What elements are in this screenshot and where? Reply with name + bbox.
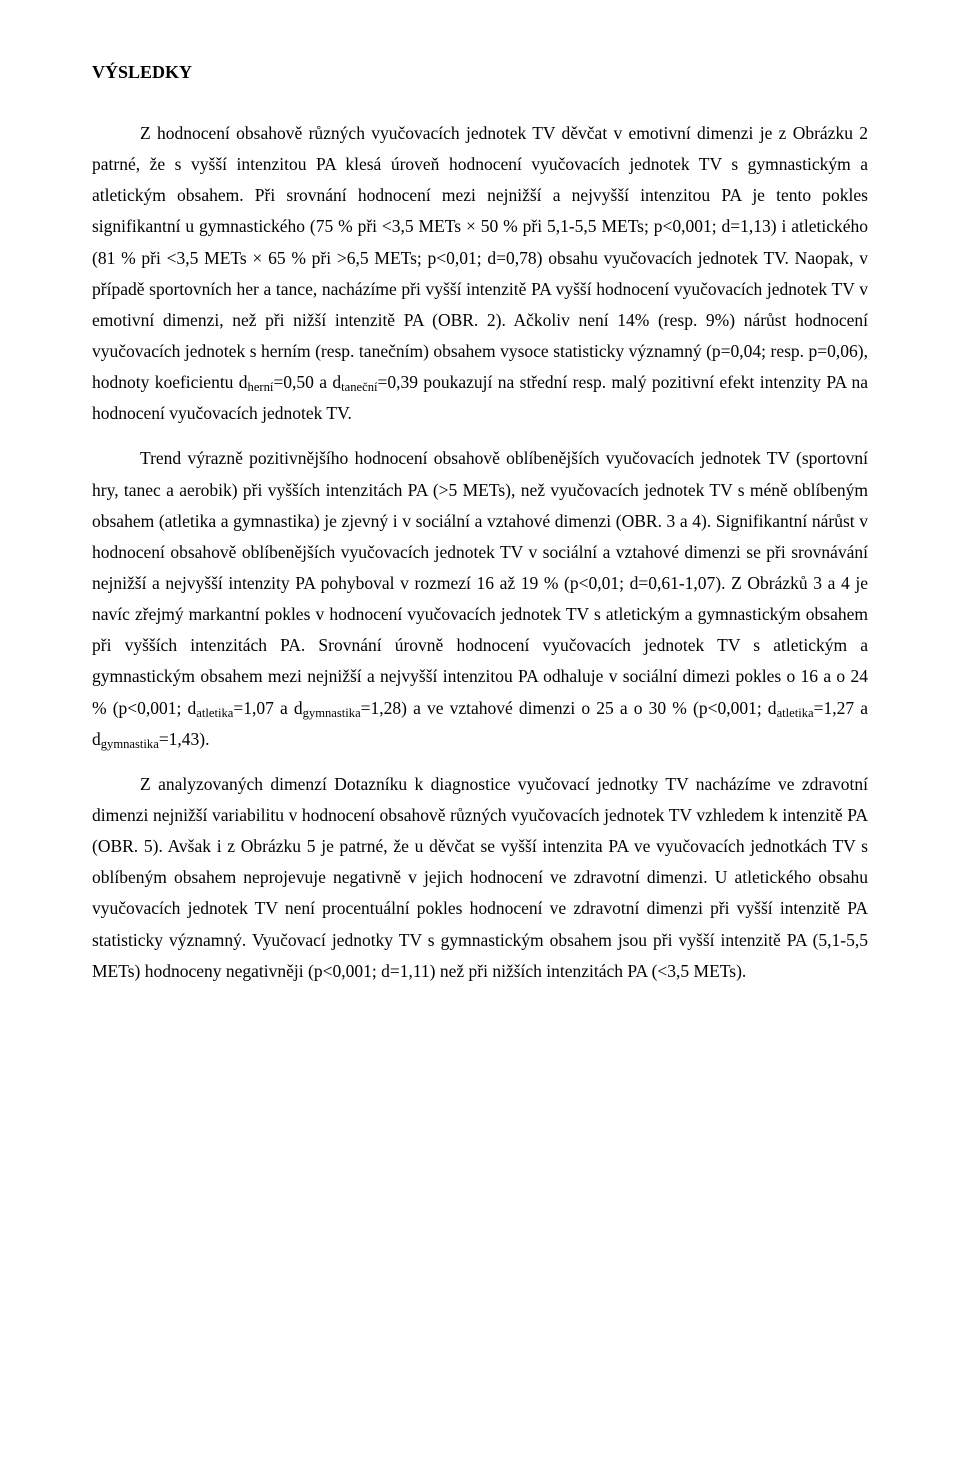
subscript-tanecni: taneční [341, 380, 377, 394]
para3-text: Z analyzovaných dimenzí Dotazníku k diag… [92, 774, 868, 981]
subscript-herni: herní [248, 380, 274, 394]
paragraph-1: Z hodnocení obsahově různých vyučovacích… [92, 118, 868, 429]
page-container: VÝSLEDKY Z hodnocení obsahově různých vy… [0, 0, 960, 1474]
para1-text-b: =0,50 a d [273, 372, 341, 392]
subscript-gymnastika-2: gymnastika [101, 737, 159, 751]
para1-text-a: Z hodnocení obsahově různých vyučovacích… [92, 123, 868, 392]
subscript-atletika-2: atletika [777, 706, 814, 720]
subscript-atletika-1: atletika [196, 706, 233, 720]
paragraph-3: Z analyzovaných dimenzí Dotazníku k diag… [92, 769, 868, 987]
para2-text-b: =1,07 a d [233, 698, 302, 718]
para2-text-e: =1,43). [159, 729, 210, 749]
para2-text-a: Trend výrazně pozitivnějšího hodnocení o… [92, 448, 868, 717]
subscript-gymnastika-1: gymnastika [303, 706, 361, 720]
section-heading: VÝSLEDKY [92, 56, 868, 88]
paragraph-2: Trend výrazně pozitivnějšího hodnocení o… [92, 443, 868, 754]
para2-text-c: =1,28) a ve vztahové dimenzi o 25 a o 30… [361, 698, 777, 718]
